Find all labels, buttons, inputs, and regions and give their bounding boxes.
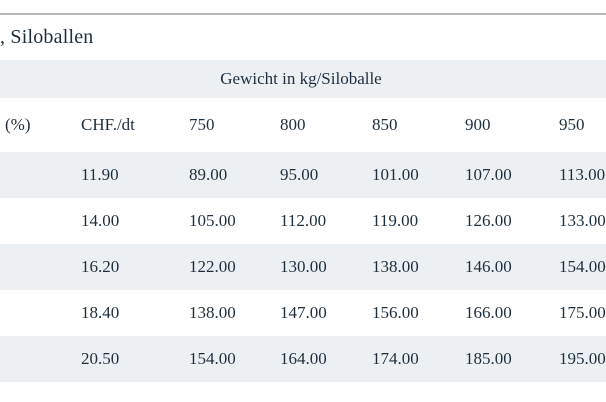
table-cell: 174.00 [372,349,419,368]
page-title: , Siloballen [0,26,94,48]
table-cell: 195.00 [559,349,606,368]
table-cell: 138.00 [189,303,236,322]
table-cell [0,152,73,198]
table-cell: 154.00 [189,349,236,368]
table-cell: 119.00 [372,211,419,230]
table-cell: 18.40 [81,303,120,322]
price-table-grid: (%) CHF./dt 750 800 850 900 950 11.90 89… [0,98,606,382]
table-cell [0,336,73,382]
table-cell: 146.00 [465,257,512,276]
table-cell: 175.00 [559,303,606,322]
table-cell: 154.00 [559,257,606,276]
table-cell: 112.00 [280,211,327,230]
group-header-label: Gewicht in kg/Siloballe [220,69,382,88]
table-cell: 113.00 [559,165,606,184]
table-cell [0,290,73,336]
price-table: Gewicht in kg/Siloballe (%) CHF./dt 750 … [0,60,606,382]
column-header-750: 750 [189,115,215,134]
table-cell: 105.00 [189,211,236,230]
table-cell: 126.00 [465,211,512,230]
top-divider [0,13,606,15]
column-header-950: 950 [559,115,585,134]
table-cell: 20.50 [81,349,120,368]
table-cell: 11.90 [81,165,119,184]
table-cell [0,198,73,244]
table-group-header: Gewicht in kg/Siloballe [0,60,606,98]
table-cell: 89.00 [189,165,228,184]
table-row: 11.90 89.00 95.00 101.00 107.00 113.00 [0,152,606,198]
column-header-percent: (%) [5,115,31,134]
header-row: (%) CHF./dt 750 800 850 900 950 [0,98,606,152]
table-cell: 147.00 [280,303,327,322]
table-cell: 95.00 [280,165,319,184]
column-header-chf-dt: CHF./dt [81,115,135,134]
column-header-850: 850 [372,115,398,134]
table-cell: 138.00 [372,257,419,276]
table-cell: 164.00 [280,349,327,368]
table-cell: 156.00 [372,303,419,322]
column-header-900: 900 [465,115,491,134]
table-cell: 130.00 [280,257,327,276]
table-cell: 133.00 [559,211,606,230]
table-row: 18.40 138.00 147.00 156.00 166.00 175.00 [0,290,606,336]
table-cell: 166.00 [465,303,512,322]
table-row: 14.00 105.00 112.00 119.00 126.00 133.00 [0,198,606,244]
table-cell: 101.00 [372,165,419,184]
table-row: 16.20 122.00 130.00 138.00 146.00 154.00 [0,244,606,290]
table-cell: 14.00 [81,211,120,230]
table-cell: 16.20 [81,257,120,276]
table-cell: 185.00 [465,349,512,368]
table-cell: 107.00 [465,165,512,184]
table-cell [0,244,73,290]
table-row: 20.50 154.00 164.00 174.00 185.00 195.00 [0,336,606,382]
column-header-800: 800 [280,115,306,134]
table-cell: 122.00 [189,257,236,276]
